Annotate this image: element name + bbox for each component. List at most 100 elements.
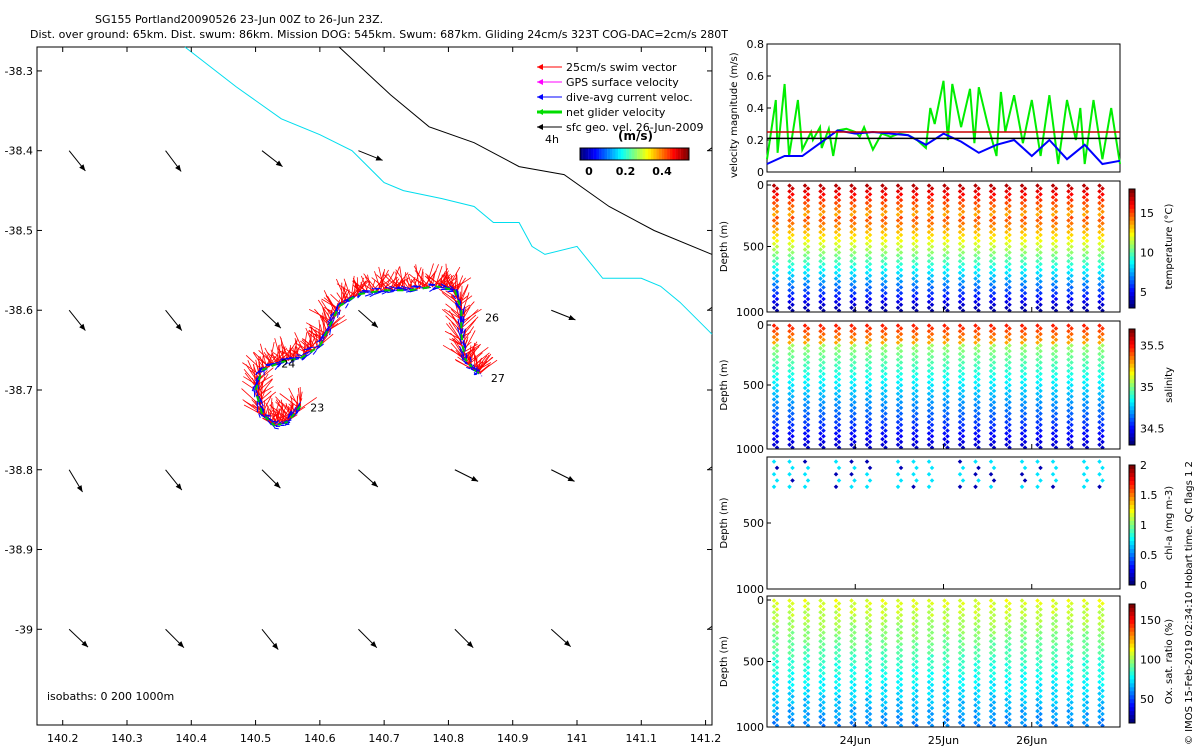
swim-vector xyxy=(298,343,311,353)
profile-sample xyxy=(926,471,932,477)
colorbar-swatch xyxy=(1129,292,1135,297)
profile-sample xyxy=(849,691,854,696)
profile-sample xyxy=(1050,368,1056,374)
profile-dots xyxy=(771,183,1105,312)
profile-sample xyxy=(774,659,780,664)
profile-sample xyxy=(833,206,839,212)
profile-sample xyxy=(802,425,808,431)
profile-sample xyxy=(1069,371,1074,377)
profile-sample xyxy=(774,250,780,255)
profile-sample xyxy=(929,273,935,278)
profile-sample xyxy=(945,618,950,624)
profile-sample xyxy=(1038,682,1043,688)
map-ytick-label: -38.6 xyxy=(5,304,33,317)
profile-sample xyxy=(1038,665,1043,670)
profile-sample xyxy=(1100,465,1105,471)
profile-sample xyxy=(836,244,842,249)
profile-sample xyxy=(1069,331,1074,337)
colorbar-swatch xyxy=(686,148,689,160)
profile-sample xyxy=(942,270,947,276)
profile-sample xyxy=(960,197,966,203)
profile-sample xyxy=(1081,662,1087,667)
profile-dots xyxy=(771,598,1105,727)
dive-avg-current-vector xyxy=(369,293,376,298)
profile-sample xyxy=(867,659,873,664)
profile-sample xyxy=(1069,382,1074,388)
profile-sample xyxy=(1066,668,1071,673)
profile-sample xyxy=(818,194,823,200)
profile-sample xyxy=(1084,360,1090,365)
profile-sample xyxy=(774,215,780,220)
profile-sample xyxy=(914,331,919,337)
profile-sample xyxy=(805,711,811,717)
profile-sample xyxy=(1007,433,1012,439)
profile-sample xyxy=(849,329,854,334)
profile-sample xyxy=(880,323,885,328)
profile-sample xyxy=(1069,250,1074,255)
profile-sample xyxy=(1081,323,1087,328)
profile-sample xyxy=(914,203,919,209)
profile-sample xyxy=(880,685,885,691)
profile-sample xyxy=(771,334,777,340)
profile-sample xyxy=(1035,484,1040,490)
profile-sample xyxy=(1066,212,1071,217)
profile-sample xyxy=(867,215,873,220)
profile-sample xyxy=(942,346,947,351)
profile-sample xyxy=(1069,433,1074,439)
profile-sample xyxy=(1007,348,1012,354)
profile-sample xyxy=(926,212,932,217)
swim-vector xyxy=(307,333,317,354)
profile-sample xyxy=(805,203,811,209)
profile-sample xyxy=(833,397,839,402)
profile-sample xyxy=(833,408,839,413)
colorbar-swatch xyxy=(1129,375,1135,380)
colorbar-swatch xyxy=(1129,344,1135,349)
colorbar-frame xyxy=(1128,603,1136,724)
profile-sample xyxy=(852,711,857,717)
profile-sample xyxy=(818,183,823,188)
profile-sample xyxy=(849,484,854,490)
profile-sample xyxy=(1084,399,1090,405)
profile-sample xyxy=(1097,363,1102,368)
profile-sample xyxy=(895,253,901,258)
profile-sample xyxy=(774,285,780,290)
profile-sample xyxy=(895,305,901,310)
profile-sample xyxy=(1038,700,1043,705)
profile-sample xyxy=(802,685,808,691)
profile-sample xyxy=(805,215,811,220)
profile-sample xyxy=(1053,711,1059,717)
profile-sample xyxy=(988,644,994,650)
profile-sample xyxy=(929,382,935,388)
profile-sample xyxy=(864,305,870,310)
profile-sample xyxy=(864,270,870,276)
profile-sample xyxy=(1097,368,1102,374)
profile-sample xyxy=(991,700,997,705)
profile-sample xyxy=(1019,363,1025,368)
profile-sample xyxy=(880,402,885,408)
profile-sample xyxy=(1066,656,1071,662)
profile-sample xyxy=(1007,279,1012,284)
profile-sample xyxy=(895,329,901,334)
colorbar-swatch xyxy=(1129,501,1135,506)
profile-sample xyxy=(988,691,994,696)
profile-sample xyxy=(833,627,839,632)
profile-sample xyxy=(790,624,795,630)
profile-sample xyxy=(929,226,935,232)
profile-sample xyxy=(1100,676,1105,682)
net-glider-vector xyxy=(256,395,260,403)
profile-sample xyxy=(883,348,888,354)
profile-sample xyxy=(973,299,978,305)
profile-sample xyxy=(945,439,950,445)
profile-sample xyxy=(805,465,811,471)
profile-sample xyxy=(1007,624,1012,630)
profile-sample xyxy=(1081,714,1087,720)
profile-sample xyxy=(1081,644,1087,650)
profile-sample xyxy=(914,273,919,278)
profile-sample xyxy=(774,601,780,606)
colorbar-swatch xyxy=(1129,489,1135,494)
profile-sample xyxy=(1007,192,1012,197)
colorbar-swatch xyxy=(653,148,657,160)
profile-sample xyxy=(867,279,873,284)
profile-sample xyxy=(787,334,792,340)
profile-sample xyxy=(929,433,935,439)
